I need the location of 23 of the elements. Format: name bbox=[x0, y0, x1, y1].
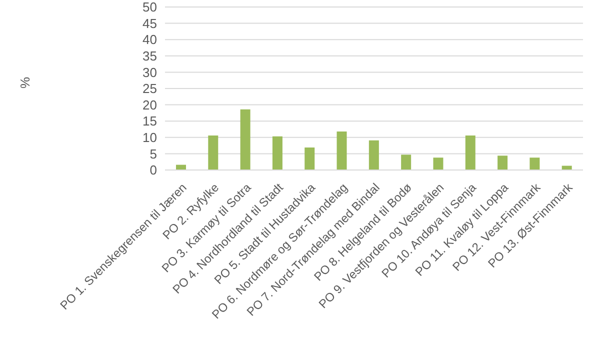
y-tick-label: 50 bbox=[142, 0, 157, 15]
bar bbox=[240, 109, 250, 170]
bar bbox=[401, 154, 412, 170]
y-tick-label: 20 bbox=[142, 97, 157, 112]
y-tick-label: 15 bbox=[142, 114, 157, 129]
y-tick-label: 5 bbox=[150, 146, 157, 162]
y-tick-label: 40 bbox=[142, 32, 157, 48]
bar bbox=[208, 135, 218, 170]
y-tick-label: 10 bbox=[142, 130, 157, 146]
y-tick-label: 45 bbox=[142, 16, 157, 31]
y-tick-label: 35 bbox=[142, 48, 157, 64]
bar bbox=[304, 148, 315, 170]
bar bbox=[498, 156, 508, 170]
bar bbox=[530, 158, 540, 170]
y-axis-title: % bbox=[18, 76, 33, 88]
y-tick-label: 0 bbox=[150, 162, 157, 178]
bar bbox=[465, 135, 476, 170]
bar bbox=[336, 132, 347, 170]
bar bbox=[272, 136, 282, 170]
bar bbox=[433, 158, 444, 170]
bar bbox=[368, 140, 379, 170]
y-tick-label: 25 bbox=[142, 81, 157, 96]
y-tick-label: 30 bbox=[142, 64, 157, 80]
